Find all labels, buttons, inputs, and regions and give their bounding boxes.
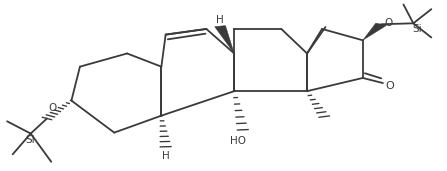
Text: HO: HO: [231, 136, 246, 146]
Text: O: O: [385, 18, 393, 28]
Text: Si: Si: [413, 24, 422, 34]
Text: H: H: [216, 16, 224, 25]
Polygon shape: [363, 23, 387, 40]
Text: O: O: [49, 103, 57, 114]
Text: Si: Si: [26, 135, 35, 145]
Polygon shape: [215, 26, 234, 54]
Text: O: O: [385, 81, 394, 90]
Text: H: H: [162, 151, 169, 161]
